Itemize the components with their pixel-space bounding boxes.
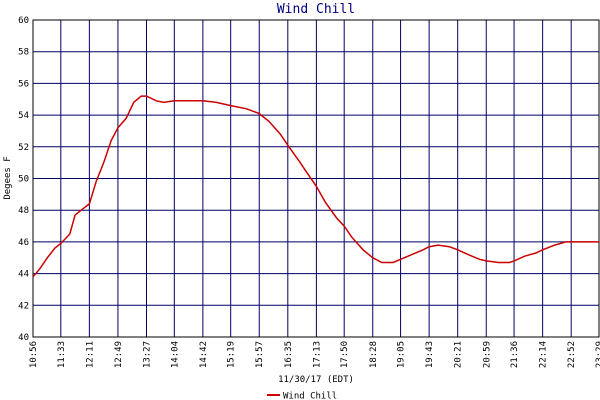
x-tick-label: 19:43 (425, 341, 435, 368)
y-tick-label: 56 (18, 79, 29, 89)
data-line (32, 95, 599, 278)
x-tick-label: 18:28 (369, 341, 379, 368)
x-tick-label: 23:29 (595, 341, 600, 368)
x-tick-label: 15:57 (255, 341, 265, 368)
x-tick-label: 17:13 (312, 341, 322, 368)
y-tick-label: 48 (18, 206, 29, 216)
x-tick-label: 13:27 (143, 341, 153, 368)
legend-label: Wind Chill (283, 392, 337, 400)
y-tick-label: 52 (18, 143, 29, 153)
y-tick-label: 54 (18, 111, 29, 121)
y-tick-label: 46 (18, 238, 29, 248)
x-tick-label: 21:36 (510, 341, 520, 368)
y-tick-label: 42 (18, 301, 29, 311)
y-axis-label: Degees F (3, 156, 13, 199)
x-tick-label: 22:52 (567, 341, 577, 368)
x-tick-label: 16:35 (284, 341, 294, 368)
y-tick-label: 44 (18, 270, 29, 280)
x-tick-label: 15:19 (227, 341, 237, 368)
x-tick-label: 12:11 (85, 341, 95, 368)
y-tick-label: 50 (18, 175, 29, 185)
x-tick-label: 10:56 (29, 341, 39, 368)
y-tick-label: 58 (18, 48, 29, 58)
x-tick-label: 20:21 (454, 341, 464, 368)
plot-border (32, 19, 600, 338)
y-tick-label: 40 (18, 333, 29, 343)
chart-title: Wind Chill (277, 2, 355, 17)
x-axis-label: 11/30/17 (EDT) (278, 375, 354, 385)
x-tick-label: 19:05 (397, 341, 407, 368)
x-tick-label: 14:04 (170, 341, 180, 368)
x-tick-label: 17:50 (340, 341, 350, 368)
x-tick-label: 14:42 (199, 341, 209, 368)
x-tick-label: 20:59 (482, 341, 492, 368)
x-tick-label: 11:33 (57, 341, 67, 368)
x-tick-label: 12:49 (114, 341, 124, 368)
y-tick-label: 60 (18, 16, 29, 26)
x-tick-label: 22:14 (539, 341, 549, 368)
